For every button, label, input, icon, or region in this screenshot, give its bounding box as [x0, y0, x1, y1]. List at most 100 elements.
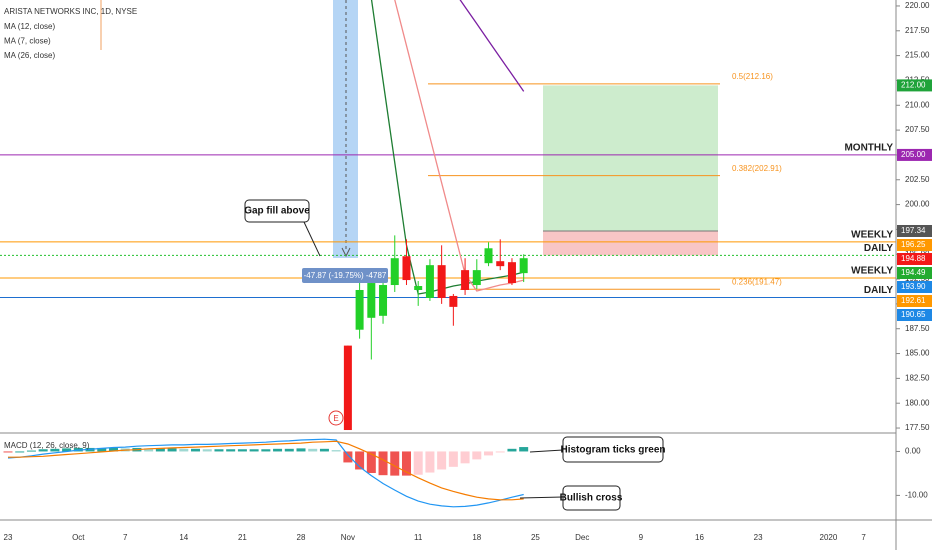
candle-body	[343, 345, 352, 431]
x-tick-label: 11	[414, 533, 423, 542]
histogram-bar	[62, 448, 72, 452]
histogram-bar	[3, 451, 13, 453]
callout-text: Gap fill above	[244, 206, 310, 217]
histogram-bar	[425, 451, 435, 473]
histogram-bar	[331, 450, 341, 452]
callout-pointer	[303, 221, 321, 257]
callout-pointer	[519, 496, 564, 499]
histogram-bar	[284, 448, 294, 452]
histogram-bar	[472, 451, 482, 460]
histogram-bar	[484, 451, 494, 456]
histogram-bar	[437, 451, 447, 470]
histogram-bar	[167, 448, 177, 452]
macd-line	[8, 440, 524, 501]
x-tick-label: 23	[4, 533, 13, 542]
histogram-bar	[507, 448, 517, 452]
histogram-bar	[495, 451, 505, 453]
moving-average	[459, 0, 525, 92]
legend-entry: MA (12, close)	[4, 22, 55, 31]
histogram-bar	[390, 451, 400, 476]
x-tick-label: 16	[695, 533, 704, 542]
x-tick-label: 7	[861, 533, 866, 542]
histogram-bar	[261, 449, 271, 452]
x-tick-label: 18	[472, 533, 481, 542]
candle-body	[519, 258, 528, 274]
x-tick-label: 28	[297, 533, 306, 542]
histogram-bar	[38, 449, 48, 452]
y-tick-label: 207.50	[905, 125, 930, 134]
histogram-bar	[144, 448, 154, 452]
histogram-bar	[50, 448, 60, 452]
overlay: ARISTA NETWORKS INC, 1D, NYSE MACD (12, …	[4, 7, 893, 511]
candle-body	[449, 295, 458, 307]
level-label: DAILY	[864, 243, 893, 254]
earnings-label: E	[333, 414, 338, 423]
y-tick-label: 187.50	[905, 324, 930, 333]
price-tag	[897, 266, 932, 279]
x-tick-label: Oct	[72, 533, 85, 542]
histogram-bar	[296, 448, 306, 452]
fib-label: 0.382(202.91)	[732, 164, 782, 173]
candle-body	[390, 258, 399, 286]
earnings-marker	[328, 410, 344, 426]
fib-label: 0.5(212.16)	[732, 72, 773, 81]
histogram-bar	[191, 448, 201, 452]
price-tag-label: 190.65	[901, 310, 926, 319]
legend-entry: MA (7, close)	[4, 37, 51, 46]
legend-entry: MA (26, close)	[4, 51, 55, 60]
histogram-bar	[448, 451, 458, 467]
callout-text: Histogram ticks green	[560, 445, 665, 456]
price-tag-label: 192.61	[901, 296, 926, 305]
macd-line	[7, 438, 524, 508]
level-label: DAILY	[864, 285, 893, 296]
price-tag	[897, 252, 932, 265]
histogram-bar	[155, 448, 165, 452]
price-tag	[897, 308, 932, 321]
callout-pointer	[529, 449, 564, 453]
histogram-bar	[343, 451, 353, 463]
histogram-bar	[401, 451, 411, 476]
x-tick-label: Nov	[341, 533, 355, 542]
callout-box	[562, 436, 664, 463]
price-tag-label: 193.90	[901, 282, 926, 291]
histogram-bar	[226, 449, 236, 452]
y-tick-label: -10.00	[905, 491, 928, 500]
callout-text: Bullish cross	[560, 493, 623, 504]
histogram-bar	[519, 447, 529, 452]
candle-body	[367, 283, 376, 318]
y-tick-label: 177.50	[905, 423, 930, 432]
histogram-bar	[214, 449, 224, 452]
x-tick-label: 9	[639, 533, 644, 542]
x-tick-label: Dec	[575, 533, 589, 542]
price-tag	[897, 280, 932, 293]
y-tick-label: 180.00	[905, 398, 930, 407]
y-tick-label: 185.00	[905, 349, 930, 358]
histogram-bar	[97, 447, 107, 452]
measure-box	[302, 268, 388, 283]
histogram-bar	[237, 449, 247, 452]
y-tick-label: 0.00	[905, 447, 921, 456]
level-label: MONTHLY	[844, 143, 893, 154]
y-tick-label: 200.00	[905, 200, 930, 209]
histogram-bar	[308, 448, 318, 452]
price-tag	[897, 148, 932, 161]
candle-body	[437, 265, 446, 298]
histogram-bar	[413, 451, 423, 475]
macd-panel	[3, 438, 529, 508]
callout-box	[244, 199, 310, 223]
chart-title: ARISTA NETWORKS INC, 1D, NYSE	[4, 7, 137, 16]
price-tag-label: 212.00	[901, 81, 926, 90]
x-tick-label: 14	[179, 533, 188, 542]
candle-body	[402, 256, 411, 281]
candle-body	[355, 289, 364, 330]
x-tick-label: 2020	[820, 533, 838, 542]
candle-body	[507, 262, 516, 284]
histogram-bar	[273, 448, 283, 452]
histogram-bar	[366, 451, 376, 473]
y-tick-label: 182.50	[905, 373, 930, 382]
price-tag-label: 197.34	[901, 226, 926, 235]
x-tick-label: 7	[123, 533, 128, 542]
price-tag-label: 205.00	[901, 150, 926, 159]
loss-zone	[543, 230, 718, 256]
histogram-bar	[378, 451, 388, 476]
